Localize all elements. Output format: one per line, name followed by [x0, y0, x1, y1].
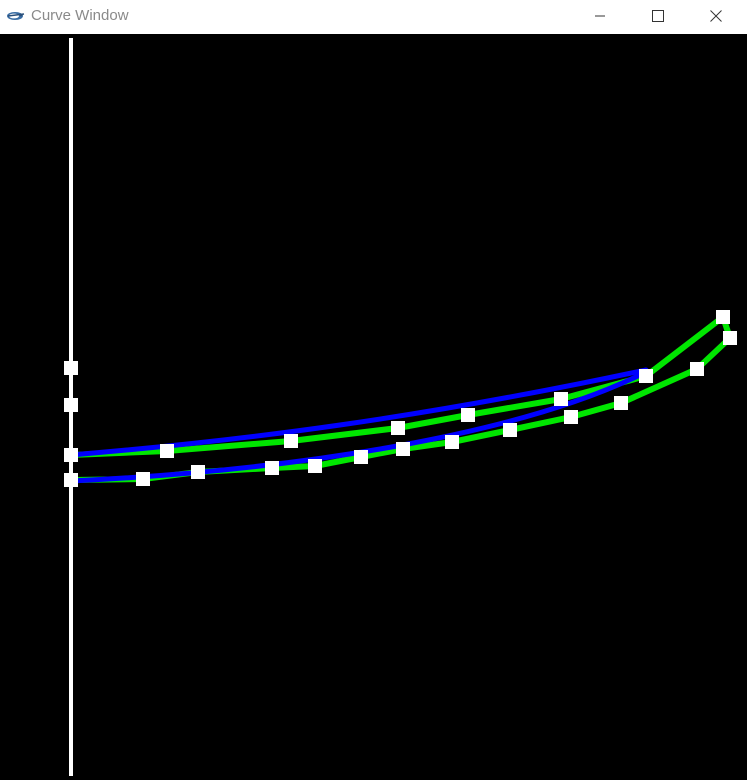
close-button[interactable] — [687, 0, 745, 32]
control-point — [284, 434, 298, 448]
control-polygon-lower — [70, 335, 733, 483]
title-bar[interactable]: Curve Window — [0, 0, 747, 34]
control-point — [396, 442, 410, 456]
control-point — [64, 398, 78, 412]
curve-drawing[interactable] — [0, 34, 747, 780]
control-point — [723, 331, 737, 345]
control-point — [461, 408, 475, 422]
control-point — [354, 450, 368, 464]
control-point — [564, 410, 578, 424]
control-point — [64, 448, 78, 462]
control-point — [503, 423, 517, 437]
control-point — [554, 392, 568, 406]
control-point — [639, 369, 653, 383]
maximize-button[interactable] — [629, 0, 687, 32]
drawing-canvas[interactable] — [0, 34, 747, 780]
control-point — [265, 461, 279, 475]
minimize-button[interactable] — [571, 0, 629, 32]
minimize-icon — [595, 15, 605, 17]
control-point — [64, 473, 78, 487]
control-point — [160, 444, 174, 458]
control-point — [716, 310, 730, 324]
control-point — [308, 459, 322, 473]
window-title: Curve Window — [31, 7, 129, 24]
control-point — [64, 361, 78, 375]
close-icon — [710, 10, 722, 22]
control-point — [191, 465, 205, 479]
control-point — [445, 435, 459, 449]
control-point — [136, 472, 150, 486]
control-point — [391, 421, 405, 435]
maximize-icon — [652, 10, 664, 22]
control-point — [614, 396, 628, 410]
control-point — [690, 362, 704, 376]
curve-upper — [68, 367, 649, 458]
app-icon — [6, 8, 26, 24]
